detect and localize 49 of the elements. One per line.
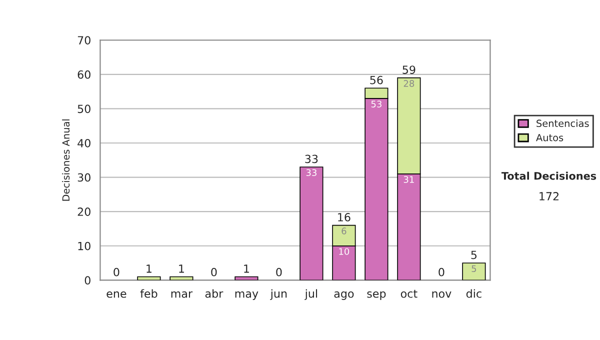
x-tick-label: feb xyxy=(140,289,158,298)
bar xyxy=(234,276,258,280)
y-tick-label: 60 xyxy=(78,70,90,79)
x-tick-label: jun xyxy=(270,289,287,300)
y-tick-label: 0 xyxy=(84,276,90,285)
total-label: 59 xyxy=(402,66,416,74)
bar xyxy=(170,276,194,280)
data-label: 10 xyxy=(339,248,350,255)
data-label: 33 xyxy=(306,169,316,176)
y-tick-label: 70 xyxy=(78,36,90,44)
total-label: 33 xyxy=(305,154,318,164)
legend-label: Autos xyxy=(536,134,564,142)
x-tick-label: ene xyxy=(106,291,126,298)
legend-label: Sentencias xyxy=(536,119,589,128)
total-label: 1 xyxy=(244,264,249,273)
total-label: 0 xyxy=(114,268,120,276)
y-tick-label: 40 xyxy=(78,138,90,148)
y-axis-title: Decisiones Anual xyxy=(62,119,70,201)
bar xyxy=(462,262,486,280)
total-label: 56 xyxy=(370,76,383,84)
data-label: 5 xyxy=(472,265,476,272)
text: 172 xyxy=(540,192,558,200)
total-label: 0 xyxy=(276,268,282,276)
total-label: 5 xyxy=(471,250,477,260)
bar xyxy=(137,276,161,280)
total-label: 0 xyxy=(438,268,444,276)
y-tick-label: 20 xyxy=(78,208,90,216)
x-tick-label: mar xyxy=(171,291,193,298)
x-tick-label: abr xyxy=(205,289,224,298)
total-label: 0 xyxy=(211,268,217,276)
x-tick-label: jul xyxy=(304,289,318,300)
data-label: 53 xyxy=(371,100,382,108)
data-label: 31 xyxy=(404,176,414,183)
data-label: 28 xyxy=(404,80,414,87)
total-label: 1 xyxy=(179,264,184,273)
y-tick-label: 30 xyxy=(78,173,90,182)
x-tick-label: nov xyxy=(432,291,452,298)
y-tick-label: 50 xyxy=(78,104,90,114)
bar xyxy=(300,166,324,280)
x-tick-label: may xyxy=(235,291,258,300)
y-tick-label: 10 xyxy=(78,242,90,250)
total-label: 1 xyxy=(146,264,152,273)
x-tick-label: oct xyxy=(400,290,418,298)
total-label: 16 xyxy=(338,213,350,222)
data-label: 6 xyxy=(342,228,346,234)
text: Total Decisiones xyxy=(501,172,596,180)
x-tick-label: ago xyxy=(334,291,354,300)
x-tick-label: sep xyxy=(367,291,386,300)
x-tick-label: dic xyxy=(466,289,482,298)
